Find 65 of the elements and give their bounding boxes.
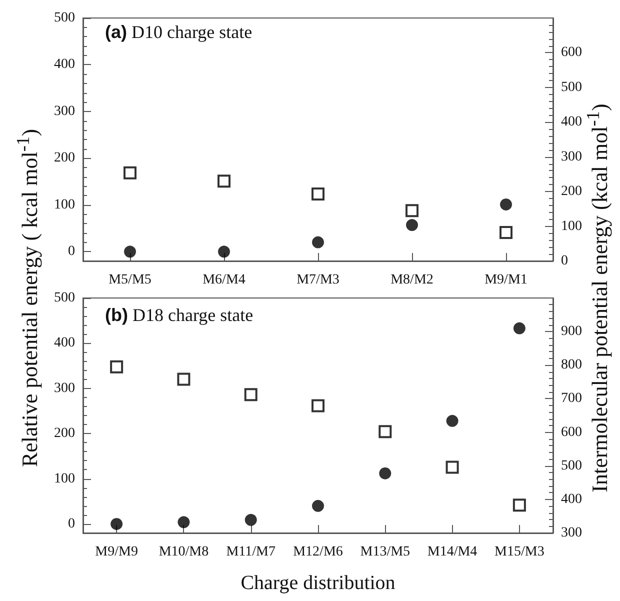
point	[500, 226, 512, 240]
y-tick-label: 100	[54, 197, 75, 212]
x-tick-label: M11/M7	[226, 544, 276, 560]
y2-tick-label: 0	[561, 254, 568, 268]
x-tick-label: M7/M3	[296, 272, 340, 288]
point	[110, 360, 124, 374]
point	[446, 414, 458, 427]
y-tick-label: 400	[54, 336, 75, 351]
y-tick-label: 200	[54, 150, 75, 166]
y-tick-label: 500	[54, 10, 75, 26]
point	[406, 219, 418, 232]
point	[218, 174, 230, 188]
y-tick-label: 400	[54, 57, 75, 72]
point	[244, 388, 258, 402]
point	[244, 514, 257, 526]
y2-tick-label: 900	[561, 324, 582, 340]
y-tick-label: 100	[54, 471, 75, 486]
y-tick-label: 300	[54, 104, 75, 119]
x-tick-label: M15/M3	[494, 544, 544, 560]
x-tick-label: M5/M5	[108, 272, 152, 288]
x-tick-label: M13/M5	[360, 544, 410, 560]
point	[500, 198, 512, 210]
x-tick-label: M14/M4	[427, 544, 478, 560]
point	[124, 246, 136, 258]
point	[512, 498, 526, 512]
point	[446, 460, 459, 474]
y-tick-label: 0	[68, 516, 75, 532]
x-tick-label: M9/M1	[484, 272, 528, 288]
chart-title: (b) D18 charge state	[105, 305, 254, 325]
y-tick-label: 0	[68, 244, 75, 260]
x-tick-label: M12/M6	[293, 544, 343, 560]
y2-tick-label: 400	[561, 492, 582, 507]
point	[312, 500, 324, 512]
y2-tick-label: 600	[561, 424, 582, 440]
y2-tick-label: 700	[561, 391, 582, 406]
y2-tick-label: 500	[561, 458, 582, 474]
y2-tick-label: 200	[561, 184, 582, 200]
y-tick-label: 500	[54, 290, 75, 306]
y2-tick-label: 400	[561, 114, 582, 130]
point	[378, 425, 392, 438]
point	[124, 166, 136, 180]
x-tick-label: M9/M9	[95, 544, 138, 560]
y2-tick-label: 300	[561, 526, 582, 540]
point	[218, 246, 230, 258]
x-axis-title: Charge distribution	[240, 572, 396, 594]
y2-tick-label: 800	[561, 358, 582, 373]
y2-tick-label: 100	[561, 218, 582, 234]
point	[110, 518, 123, 530]
x-tick-label: M6/M4	[202, 272, 246, 288]
point	[178, 516, 190, 528]
y-tick-label: 200	[54, 426, 75, 442]
point	[379, 467, 392, 480]
x-tick-label: M10/M8	[158, 544, 209, 560]
point	[312, 399, 324, 412]
point	[177, 372, 190, 386]
point	[513, 322, 526, 334]
point	[406, 204, 418, 218]
y2-tick-label: 300	[561, 149, 582, 164]
chart-title: (a) D10 charge state	[105, 22, 252, 42]
x-tick-label: M8/M2	[390, 272, 434, 288]
point	[312, 236, 324, 248]
y2-tick-label: 600	[561, 45, 582, 60]
y-tick-label: 300	[54, 380, 75, 396]
y2-tick-label: 500	[561, 80, 582, 95]
point	[312, 188, 324, 200]
